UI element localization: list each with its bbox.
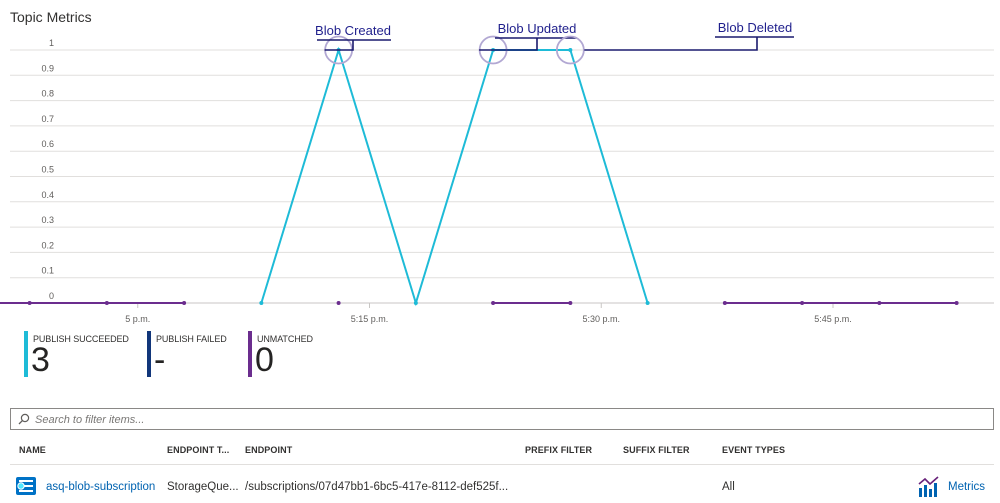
metrics-chart-icon [918, 476, 939, 497]
annotation-connector [479, 38, 538, 51]
event-subscription-icon [16, 477, 36, 495]
y-tick-label: 0 [49, 291, 54, 301]
legend-label: PUBLISH SUCCEEDED [33, 334, 129, 344]
y-tick-label: 0.3 [41, 215, 54, 225]
data-point [568, 301, 573, 305]
data-point [259, 301, 264, 305]
y-tick-label: 0.8 [41, 89, 54, 99]
row-name-link[interactable]: asq-blob-subscription [46, 481, 156, 493]
annotation-label: Blob Created [315, 23, 391, 38]
y-tick-label: 0.7 [41, 114, 54, 124]
legend-value: 3 [31, 341, 50, 379]
annotation-connector [584, 37, 758, 51]
table-header-divider [10, 464, 994, 465]
column-header-endpoint-type[interactable]: ENDPOINT T... [167, 445, 230, 455]
filter-search-input[interactable] [33, 410, 987, 430]
column-header-endpoint[interactable]: ENDPOINT [245, 445, 293, 455]
series-line [260, 46, 649, 307]
x-tick-label: 5 p.m. [125, 314, 150, 324]
data-point [27, 301, 32, 305]
legend-color-bar [147, 331, 151, 377]
data-point [954, 301, 959, 305]
legend-label: PUBLISH FAILED [156, 334, 227, 344]
data-point [568, 48, 573, 52]
topic-metrics-chart: 0 0.1 0.2 0.3 0.4 0.5 0.6 0.7 0.8 0.9 1 5 p.m. 5:15 … [0, 20, 994, 324]
y-tick-label: 0.1 [41, 266, 54, 276]
y-tick-label: 0.9 [41, 63, 54, 73]
annotation-label: Blob Updated [498, 21, 577, 36]
column-header-prefix-filter[interactable]: PREFIX FILTER [525, 445, 593, 455]
annotation-label: Blob Deleted [718, 20, 792, 35]
legend-label: UNMATCHED [257, 334, 313, 344]
row-endpoint: /subscriptions/07d47bb1-6bc5-417e-8112-d… [245, 481, 509, 493]
metrics-button[interactable]: Metrics [917, 476, 985, 498]
data-point [645, 301, 650, 305]
data-point [104, 301, 109, 305]
column-header-event-types[interactable]: EVENT TYPES [722, 445, 786, 455]
x-tick-label: 5:45 p.m. [814, 314, 852, 324]
x-tick-label: 5:30 p.m. [582, 314, 620, 324]
data-point [413, 301, 418, 305]
data-point [491, 301, 496, 305]
filter-search-box[interactable] [10, 408, 994, 430]
y-tick-label: 0.5 [41, 165, 54, 175]
annotation-connector [324, 40, 354, 51]
legend-color-bar [248, 331, 252, 377]
y-tick-label: 1 [49, 38, 54, 48]
x-tick-label: 5:15 p.m. [351, 314, 389, 324]
y-tick-label: 0.4 [41, 190, 54, 200]
row-endpoint-type: StorageQue... [167, 481, 239, 493]
data-point [182, 301, 187, 305]
y-tick-label: 0.6 [41, 139, 54, 149]
data-point [722, 301, 727, 305]
column-header-suffix-filter[interactable]: SUFFIX FILTER [623, 445, 690, 455]
y-tick-label: 0.2 [41, 240, 54, 250]
metrics-link-label: Metrics [948, 481, 986, 493]
page-title: Topic Metrics [10, 9, 92, 25]
row-event-types: All [722, 481, 735, 493]
annotation-highlight-circle [555, 35, 585, 65]
column-header-name[interactable]: NAME [19, 445, 46, 455]
data-point [877, 301, 882, 305]
data-point [800, 301, 805, 305]
search-icon [18, 413, 30, 425]
legend-color-bar [24, 331, 28, 377]
legend-value: 0 [255, 341, 274, 379]
legend-value: - [154, 341, 166, 379]
data-point [336, 301, 341, 305]
